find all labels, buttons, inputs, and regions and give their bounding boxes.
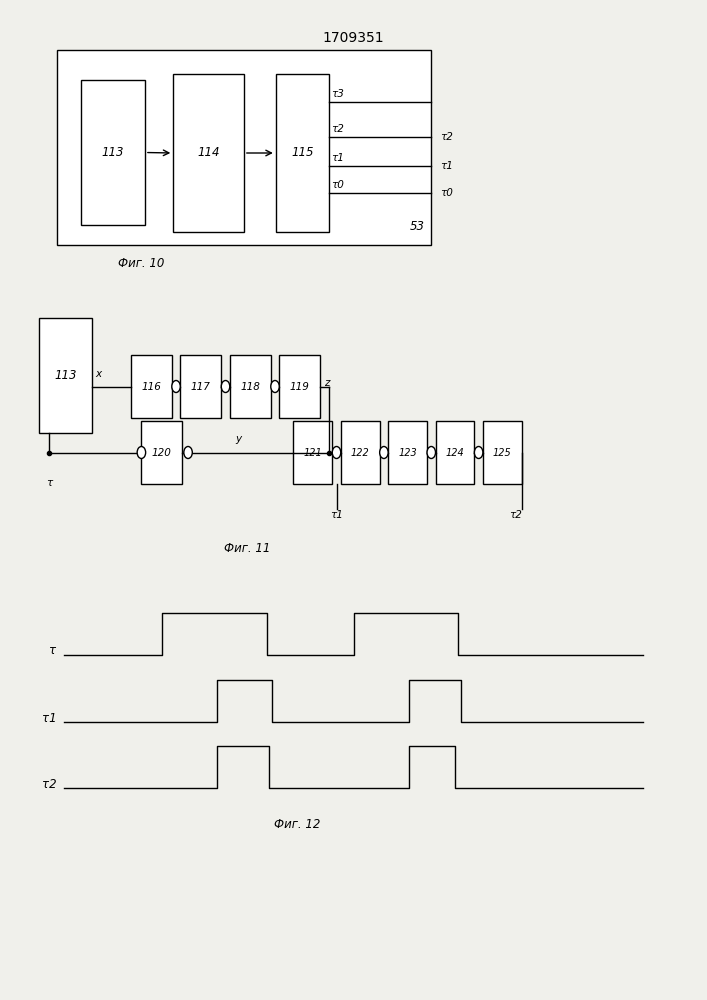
Bar	[81, 80, 145, 225]
Bar	[141, 421, 182, 484]
Text: 113: 113	[102, 146, 124, 159]
Text: τ2: τ2	[440, 132, 452, 142]
Bar	[293, 421, 332, 484]
Text: Фиг. 12: Фиг. 12	[274, 818, 320, 831]
Circle shape	[221, 381, 230, 393]
Bar	[57, 50, 431, 245]
Text: τ1: τ1	[330, 510, 343, 520]
Text: τ1: τ1	[42, 712, 57, 724]
Text: τ0: τ0	[331, 180, 344, 190]
Text: 115: 115	[291, 146, 313, 159]
Text: τ2: τ2	[331, 124, 344, 134]
Text: 113: 113	[54, 369, 76, 382]
Bar	[436, 421, 474, 484]
Text: 120: 120	[152, 448, 172, 458]
Circle shape	[137, 446, 146, 458]
Bar	[39, 318, 92, 433]
Text: 119: 119	[290, 382, 310, 392]
Text: 117: 117	[191, 382, 211, 392]
Text: τ0: τ0	[440, 188, 452, 198]
Text: τ3: τ3	[331, 89, 344, 99]
Text: 122: 122	[351, 448, 370, 458]
Text: 124: 124	[445, 448, 464, 458]
Bar	[173, 74, 244, 232]
Bar	[276, 74, 329, 232]
Bar	[230, 355, 271, 418]
Circle shape	[271, 381, 279, 393]
Text: 123: 123	[398, 448, 417, 458]
Text: Фиг. 11: Фиг. 11	[224, 542, 271, 555]
Text: Фиг. 10: Фиг. 10	[118, 257, 165, 270]
Bar	[388, 421, 427, 484]
Text: 1709351: 1709351	[322, 31, 385, 45]
Circle shape	[427, 446, 436, 458]
Bar	[180, 355, 221, 418]
Text: τ: τ	[49, 645, 57, 658]
Circle shape	[184, 446, 192, 458]
Circle shape	[332, 446, 341, 458]
Text: z: z	[325, 378, 330, 388]
Circle shape	[380, 446, 388, 458]
Text: 125: 125	[493, 448, 512, 458]
Text: 114: 114	[197, 146, 220, 159]
Text: y: y	[235, 434, 241, 444]
Bar	[341, 421, 380, 484]
Text: τ: τ	[47, 478, 52, 488]
Text: τ1: τ1	[440, 161, 452, 171]
Text: τ1: τ1	[331, 153, 344, 163]
Text: x: x	[95, 369, 102, 379]
Text: τ2: τ2	[42, 778, 57, 790]
Text: 53: 53	[409, 220, 425, 233]
Circle shape	[474, 446, 483, 458]
Text: 121: 121	[303, 448, 322, 458]
Bar	[483, 421, 522, 484]
Bar	[131, 355, 172, 418]
Text: τ2: τ2	[509, 510, 522, 520]
Text: 118: 118	[240, 382, 260, 392]
Circle shape	[172, 381, 180, 393]
Bar	[279, 355, 320, 418]
Text: 116: 116	[141, 382, 161, 392]
